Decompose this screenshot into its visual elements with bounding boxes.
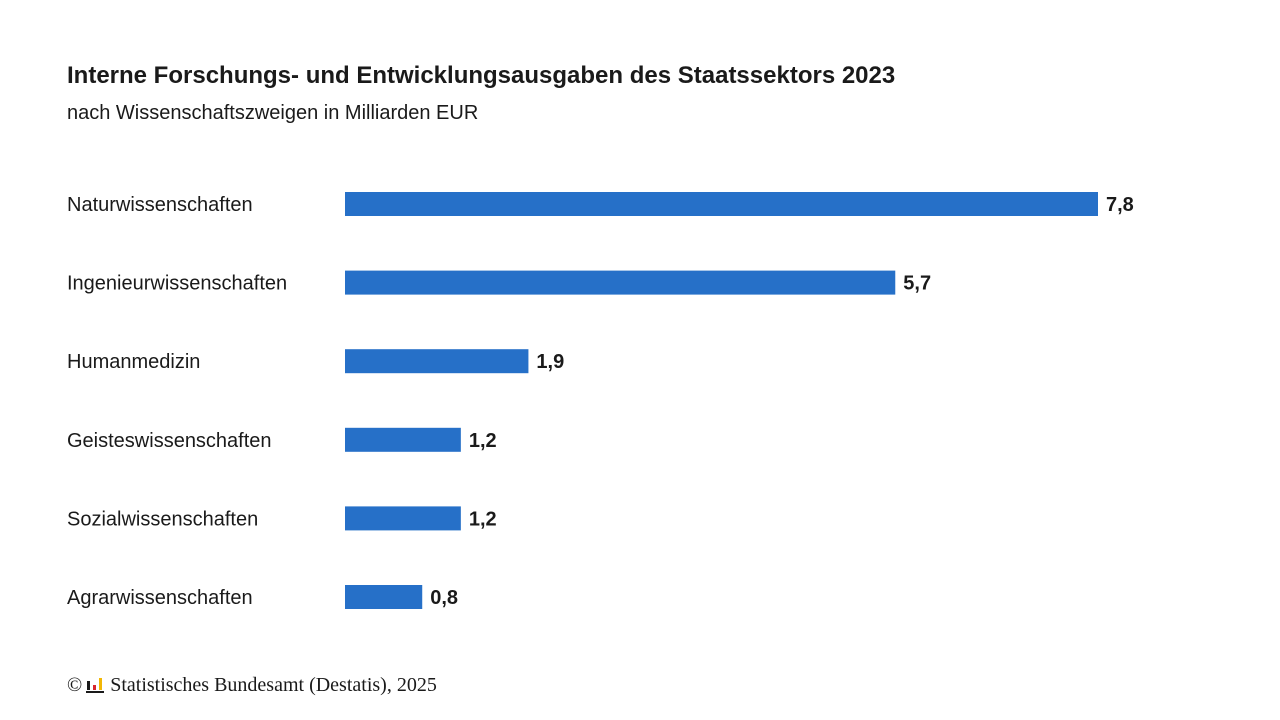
chart-subtitle: nach Wissenschaftszweigen in Milliarden …	[67, 102, 479, 124]
category-label: Naturwissenschaften	[67, 194, 253, 216]
bar	[345, 349, 529, 374]
category-label: Agrarwissenschaften	[67, 587, 253, 609]
category-label: Ingenieurwissenschaften	[67, 273, 287, 295]
value-label: 7,8	[1106, 194, 1134, 216]
value-label: 0,8	[430, 587, 458, 609]
source-footer: © Statistisches Bundesamt (Destatis), 20…	[67, 674, 437, 697]
category-label: Humanmedizin	[67, 351, 200, 373]
bar	[345, 427, 461, 452]
destatis-logo-icon	[86, 676, 105, 694]
source-text: Statistisches Bundesamt (Destatis), 2025	[110, 674, 437, 696]
chart-title: Interne Forschungs- und Entwicklungsausg…	[67, 62, 896, 89]
bar	[345, 506, 461, 531]
bar-chart: Naturwissenschaften 7,8 Ingenieurwissensch…	[67, 192, 1134, 609]
value-label: 1,2	[469, 508, 497, 530]
copyright-symbol: ©	[67, 674, 83, 696]
category-label: Geisteswissenschaften	[67, 430, 272, 452]
bar	[345, 270, 896, 295]
value-label: 5,7	[903, 273, 931, 295]
bar	[345, 192, 1098, 216]
bar	[345, 585, 423, 609]
value-label: 1,2	[469, 430, 497, 452]
category-label: Sozialwissenschaften	[67, 508, 258, 530]
value-label: 1,9	[536, 351, 564, 373]
